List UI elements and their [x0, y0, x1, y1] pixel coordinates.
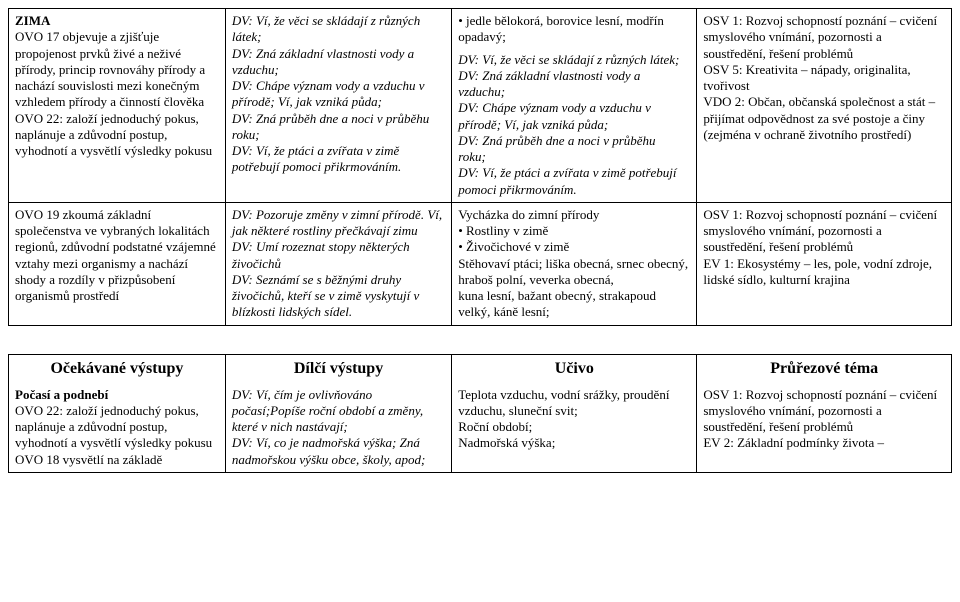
t1-r1-c4: OSV 1: Rozvoj schopností poznání – cviče…	[697, 9, 952, 203]
t1-r2-c1: OVO 19 zkoumá základní společenstva ve v…	[9, 202, 226, 325]
hdr-ucivo: Učivo	[452, 354, 697, 383]
hdr-dilci: Dílčí výstupy	[225, 354, 451, 383]
t1-r1-c1: ZIMA OVO 17 objevuje a zjišťuje propojen…	[9, 9, 226, 203]
t2-r1-c1-body: OVO 22: založí jednoduchý pokus, naplánu…	[15, 403, 219, 468]
t1-r1-c2: DV: Ví, že věci se skládají z různých lá…	[225, 9, 451, 203]
t2-r1-c4: OSV 1: Rozvoj schopností poznání – cviče…	[697, 383, 952, 473]
t1-r2-c4: OSV 1: Rozvoj schopností poznání – cviče…	[697, 202, 952, 325]
t1-r1-c3-top: • jedle bělokorá, borovice lesní, modřín…	[458, 13, 690, 46]
t1-r1-c3: • jedle bělokorá, borovice lesní, modřín…	[452, 9, 697, 203]
t1-r2-c3: Vycházka do zimní přírody• Rostliny v zi…	[452, 202, 697, 325]
t2-r1-c2: DV: Ví, čím je ovlivňováno počasí;Popíše…	[225, 383, 451, 473]
t1-r1-c3-body: DV: Ví, že věci se skládají z různých lá…	[458, 52, 690, 198]
hdr-prurezove: Průřezové téma	[697, 354, 952, 383]
t2-r1-c1: Počasí a podnebí OVO 22: založí jednoduc…	[9, 383, 226, 473]
pocasi-heading: Počasí a podnebí	[15, 387, 219, 403]
curriculum-table-2: Očekávané výstupy Dílčí výstupy Učivo Pr…	[8, 354, 952, 473]
t1-r1-c1-body: OVO 17 objevuje a zjišťuje propojenost p…	[15, 29, 219, 159]
zima-heading: ZIMA	[15, 13, 219, 29]
t1-r2-c2: DV: Pozoruje změny v zimní přírodě. Ví, …	[225, 202, 451, 325]
curriculum-table-1: ZIMA OVO 17 objevuje a zjišťuje propojen…	[8, 8, 952, 326]
t2-r1-c3: Teplota vzduchu, vodní srážky, proudění …	[452, 383, 697, 473]
hdr-ocekavane: Očekávané výstupy	[9, 354, 226, 383]
